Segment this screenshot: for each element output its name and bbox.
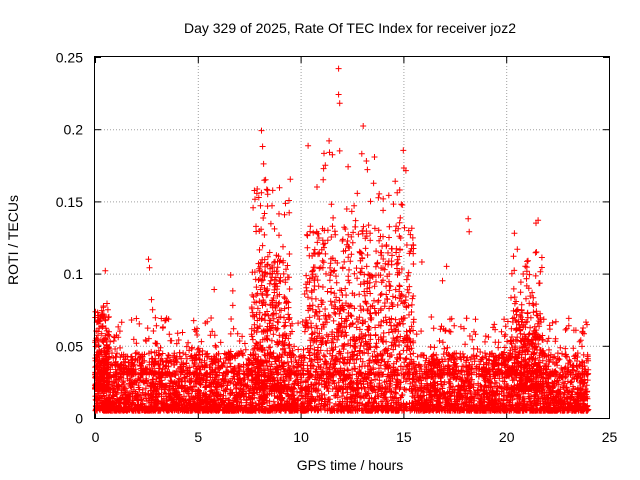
data-point xyxy=(146,264,153,271)
data-point xyxy=(322,162,329,169)
data-point xyxy=(258,127,265,134)
data-point xyxy=(229,302,236,309)
x-axis-label: GPS time / hours xyxy=(297,457,404,473)
data-point xyxy=(264,191,271,198)
chart-title: Day 329 of 2025, Rate Of TEC Index for r… xyxy=(184,20,516,36)
plot-frame xyxy=(94,56,610,419)
x-tick-label: 10 xyxy=(293,429,309,445)
x-tick-label: 20 xyxy=(499,429,515,445)
data-point xyxy=(335,65,342,72)
x-tick-label: 5 xyxy=(194,429,202,445)
data-point xyxy=(262,176,269,183)
y-axis-label: ROTI / TECUs xyxy=(5,195,21,285)
data-point xyxy=(375,227,382,234)
data-point xyxy=(466,228,473,235)
x-tick-label: 0 xyxy=(92,429,100,445)
y-tick-label: 0.2 xyxy=(64,122,84,138)
data-point xyxy=(145,256,152,263)
x-tick-label: 15 xyxy=(396,429,412,445)
y-tick-label: 0 xyxy=(75,411,83,427)
x-tick-label: 25 xyxy=(602,429,618,445)
data-point xyxy=(328,201,335,208)
data-point xyxy=(336,100,343,107)
data-point xyxy=(363,158,370,164)
data-point xyxy=(314,184,320,190)
data-point xyxy=(211,286,218,293)
data-point xyxy=(394,189,401,196)
y-tick-labels: 0 0.05 0.1 0.15 0.2 0.25 xyxy=(56,50,83,427)
data-points xyxy=(92,65,592,414)
data-point xyxy=(364,166,371,173)
data-point xyxy=(102,267,109,274)
data-point xyxy=(260,160,267,167)
data-point xyxy=(439,277,446,284)
data-point xyxy=(533,220,539,227)
data-point xyxy=(398,201,405,208)
data-point xyxy=(229,287,236,294)
data-point xyxy=(148,296,155,303)
y-tick-label: 0.1 xyxy=(64,266,84,282)
y-tick-label: 0.15 xyxy=(56,194,83,210)
data-point xyxy=(320,176,327,183)
y-tick-label: 0.05 xyxy=(56,338,83,354)
data-point xyxy=(465,215,472,222)
x-tick-labels: 0 5 10 15 20 25 xyxy=(92,429,618,445)
data-point xyxy=(443,263,450,270)
data-point xyxy=(336,147,343,154)
data-point xyxy=(335,91,342,98)
data-point xyxy=(392,178,399,185)
data-point xyxy=(418,259,425,265)
baseline-point-cloud xyxy=(92,123,592,414)
data-point xyxy=(149,306,156,313)
data-point xyxy=(367,198,374,205)
data-point xyxy=(227,272,234,278)
data-point xyxy=(511,230,518,237)
data-point xyxy=(351,202,358,209)
y-tick-label: 0.25 xyxy=(56,50,83,66)
data-point xyxy=(259,143,266,150)
data-point xyxy=(386,234,392,241)
data-point xyxy=(257,202,264,209)
